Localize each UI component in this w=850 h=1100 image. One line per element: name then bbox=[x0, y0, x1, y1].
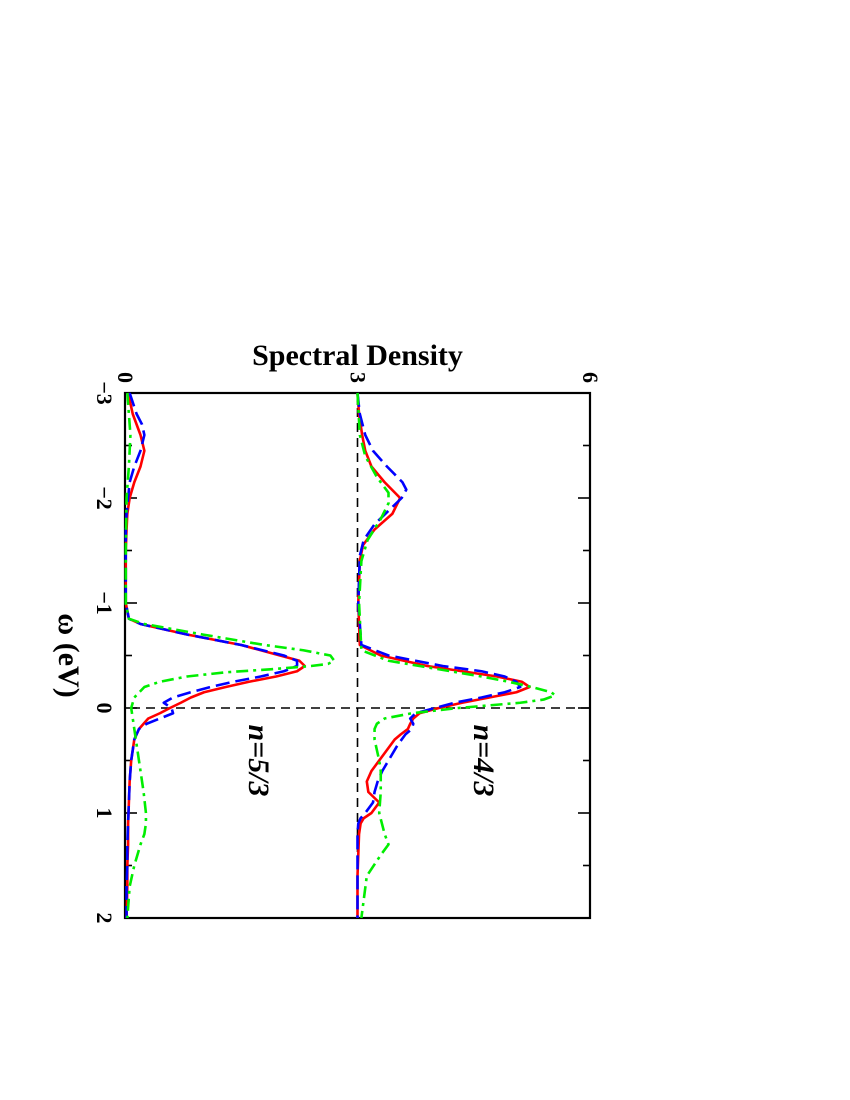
y-tick-labels: 0 3 6 bbox=[113, 372, 603, 383]
x-tick-label: −1 bbox=[92, 591, 117, 615]
band-label-1: n=4/3 bbox=[467, 724, 500, 796]
x-axis-title: ω (eV) bbox=[52, 613, 85, 697]
series-line-4 bbox=[124, 392, 307, 919]
series-line-1 bbox=[356, 392, 531, 918]
series-line-6 bbox=[124, 392, 336, 919]
series-line-3 bbox=[356, 392, 557, 919]
series-line-5 bbox=[124, 392, 299, 918]
x-tick-label: 1 bbox=[92, 808, 117, 819]
annotations: n=4/3 n=5/3 bbox=[242, 724, 500, 796]
x-tick-label: −3 bbox=[92, 381, 117, 405]
x-tick-label: 0 bbox=[92, 703, 117, 714]
y-tick-label: 0 bbox=[113, 372, 138, 383]
band-label-2: n=5/3 bbox=[242, 724, 275, 796]
x-tick-label: −2 bbox=[92, 486, 117, 510]
y-axis-title: Spectral Density bbox=[252, 339, 463, 372]
data-series bbox=[124, 392, 557, 919]
x-tick-labels: −3 −2 −1 0 1 2 bbox=[92, 381, 117, 923]
x-tick-label: 2 bbox=[92, 913, 117, 924]
reference-lines bbox=[125, 393, 590, 918]
series-line-2 bbox=[356, 392, 522, 918]
y-tick-label: 6 bbox=[578, 372, 603, 383]
plot-area: −3 −2 −1 0 1 2 0 3 6 ω (eV) Spectral Density n=… bbox=[52, 339, 603, 924]
y-tick-label: 3 bbox=[346, 372, 371, 383]
